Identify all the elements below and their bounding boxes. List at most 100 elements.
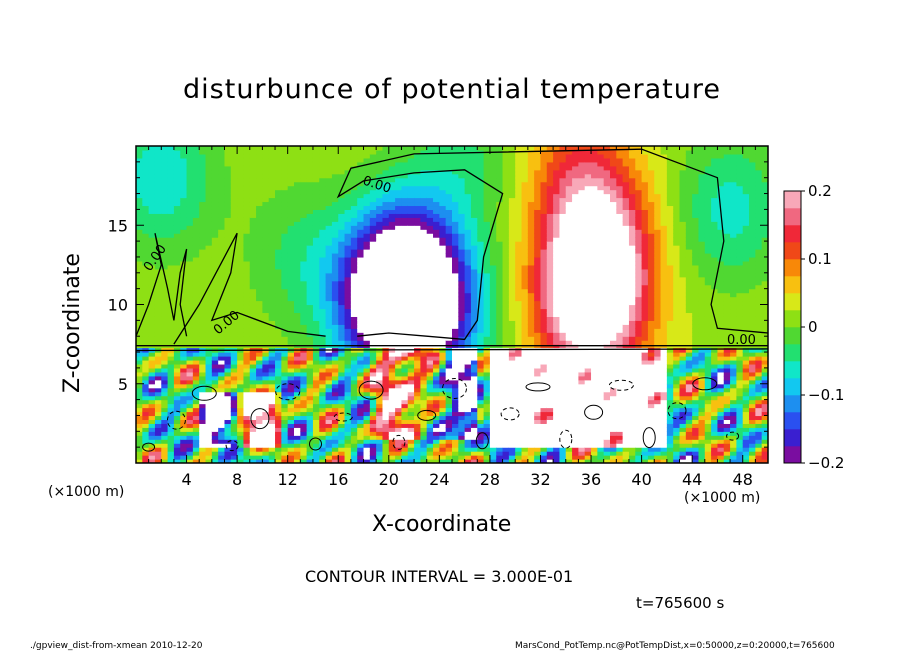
heat-cell — [218, 256, 226, 262]
heat-cell — [597, 146, 605, 151]
heat-cell — [262, 225, 270, 230]
heat-cell — [395, 201, 403, 207]
heat-cell — [584, 260, 592, 266]
heat-cell — [610, 205, 617, 210]
heat-cell — [546, 328, 554, 333]
heat-cell — [565, 252, 573, 258]
heat-cell — [173, 229, 181, 234]
heat-cell — [692, 332, 700, 337]
heat-cell — [154, 316, 162, 321]
heat-cell — [508, 296, 516, 302]
heat-cell — [660, 193, 668, 199]
heat-cell — [711, 146, 719, 151]
heat-cell — [603, 177, 611, 183]
heat-cell — [268, 229, 276, 234]
heat-cell — [597, 245, 605, 250]
heat-cell — [136, 138, 143, 143]
heat-cell — [647, 256, 655, 262]
heat-cell — [218, 245, 226, 250]
heat-cell — [230, 308, 238, 314]
heat-cell — [249, 276, 257, 282]
heat-cell — [420, 233, 428, 238]
heat-cell — [268, 288, 276, 294]
heat-cell — [344, 213, 352, 218]
heat-cell — [275, 336, 282, 341]
heat-cell — [458, 332, 466, 337]
heat-cell — [673, 229, 681, 234]
heat-cell — [312, 292, 320, 298]
heat-cell — [218, 320, 226, 325]
heat-cell — [704, 252, 712, 258]
heat-cell — [489, 256, 497, 262]
heat-cell — [502, 336, 510, 341]
heat-cell — [521, 276, 529, 282]
heat-cell — [388, 268, 396, 274]
heat-cell — [515, 237, 523, 242]
heat-cell — [218, 304, 226, 310]
heat-cell — [452, 340, 459, 345]
heat-cell — [483, 221, 491, 226]
heat-cell — [363, 245, 371, 250]
heat-cell — [142, 304, 150, 310]
heat-cell — [363, 213, 371, 218]
heat-cell — [540, 161, 548, 167]
heat-cell — [502, 280, 510, 286]
heat-cell — [698, 205, 706, 210]
heat-cell — [591, 288, 598, 294]
heat-cell — [363, 229, 371, 234]
heat-cell — [508, 161, 516, 167]
heat-cell — [616, 221, 624, 226]
heat-cell — [704, 260, 712, 266]
heat-cell — [698, 308, 706, 314]
heat-cell — [306, 252, 314, 258]
heat-cell — [622, 229, 630, 234]
heat-cell — [559, 256, 567, 262]
heat-cell — [382, 336, 390, 341]
heat-cell — [597, 185, 605, 191]
heat-cell — [445, 308, 453, 314]
heat-cell — [654, 213, 662, 218]
heat-cell — [452, 149, 459, 155]
heat-cell — [445, 304, 453, 310]
heat-cell — [647, 229, 655, 234]
heat-cell — [502, 304, 510, 310]
heat-cell — [534, 324, 542, 329]
heat-cell — [692, 260, 700, 266]
heat-cell — [268, 221, 276, 226]
heat-cell — [369, 209, 377, 214]
heat-cell — [142, 193, 150, 199]
heat-cell — [433, 252, 440, 258]
heat-cell — [604, 138, 611, 143]
heat-cell — [452, 205, 459, 210]
heat-cell — [723, 233, 731, 238]
heat-cell — [243, 157, 251, 163]
heat-cell — [464, 173, 472, 179]
heat-cell — [578, 138, 585, 143]
heat-cell — [679, 201, 687, 207]
heat-cell — [357, 173, 365, 179]
heat-cell — [679, 264, 687, 270]
heat-cell — [452, 241, 459, 246]
heat-cell — [508, 165, 516, 171]
heat-cell — [559, 209, 567, 214]
heat-cell — [262, 241, 270, 246]
heat-cell — [281, 233, 289, 238]
heat-cell — [540, 173, 548, 179]
heat-cell — [312, 249, 320, 254]
heat-cell — [388, 264, 396, 270]
heat-cell — [262, 284, 270, 290]
heat-cell — [173, 209, 181, 214]
heat-cell — [660, 185, 668, 191]
heat-cell — [654, 320, 662, 325]
heat-cell — [382, 197, 390, 203]
heat-cell — [401, 201, 409, 207]
heat-cell — [325, 324, 333, 329]
heat-cell — [445, 312, 453, 317]
heat-cell — [363, 173, 371, 179]
heat-cell — [407, 280, 415, 286]
heat-cell — [534, 217, 542, 222]
heat-cell — [546, 280, 554, 286]
heat-cell — [287, 260, 295, 266]
heat-cell — [350, 272, 358, 278]
heat-cell — [300, 328, 308, 333]
